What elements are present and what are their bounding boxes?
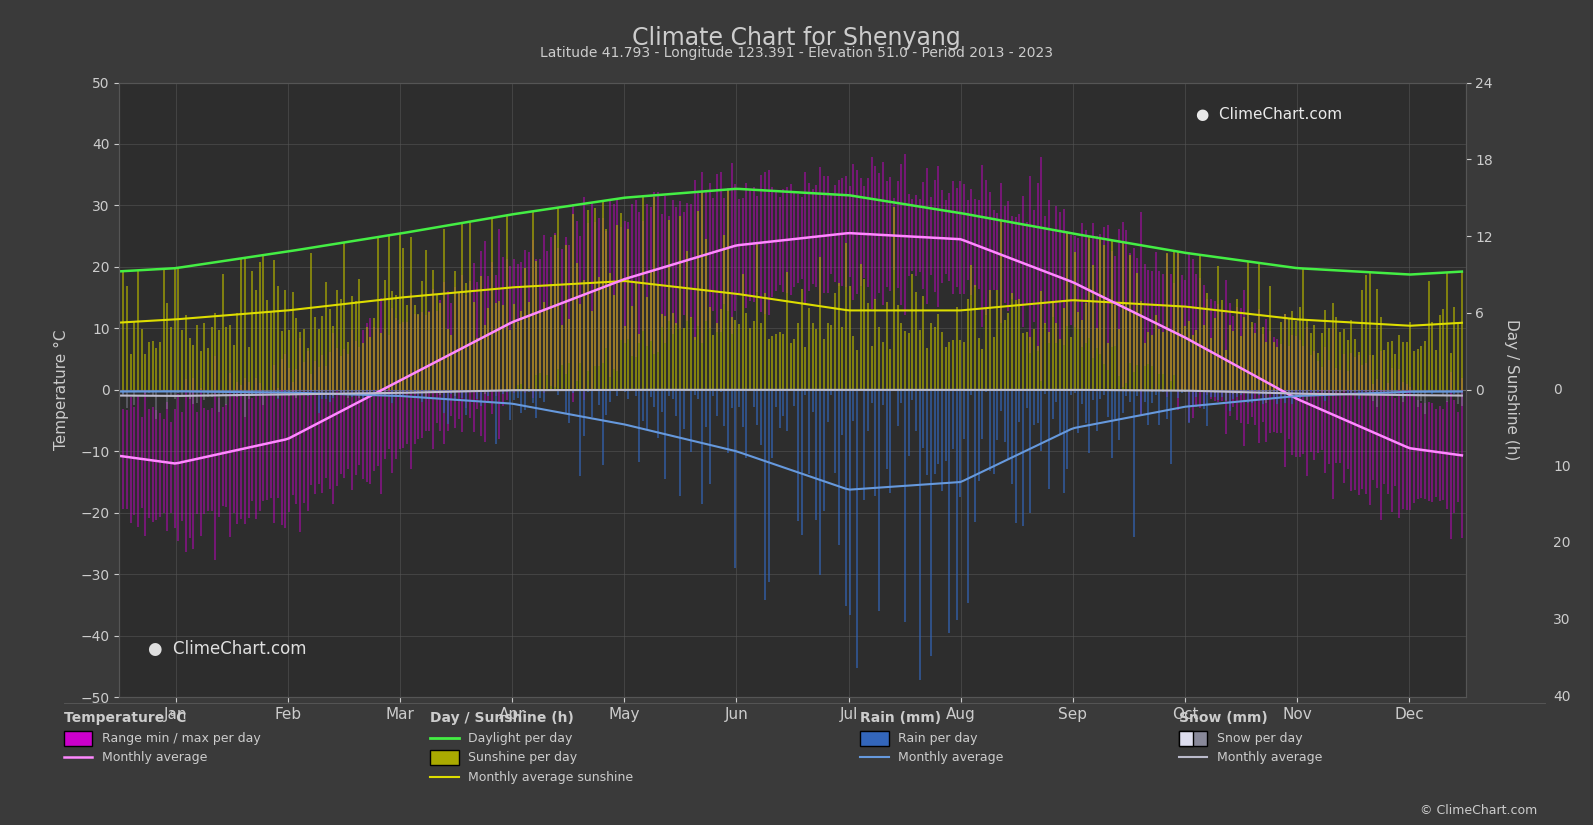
Text: Rain (mm): Rain (mm) [860, 711, 941, 724]
Text: ●  ClimeChart.com: ● ClimeChart.com [1196, 107, 1343, 122]
Text: Monthly average: Monthly average [102, 751, 207, 764]
Text: Latitude 41.793 - Longitude 123.391 - Elevation 51.0 - Period 2013 - 2023: Latitude 41.793 - Longitude 123.391 - El… [540, 46, 1053, 60]
Text: Sunshine per day: Sunshine per day [468, 751, 578, 764]
Y-axis label: Temperature °C: Temperature °C [54, 329, 70, 450]
Text: ●  ClimeChart.com: ● ClimeChart.com [148, 640, 306, 658]
Text: Snow per day: Snow per day [1217, 732, 1303, 745]
Text: Snow (mm): Snow (mm) [1179, 711, 1268, 724]
Text: Climate Chart for Shenyang: Climate Chart for Shenyang [632, 26, 961, 50]
Text: © ClimeChart.com: © ClimeChart.com [1419, 804, 1537, 817]
Text: Monthly average: Monthly average [898, 751, 1004, 764]
Text: 40: 40 [1553, 691, 1571, 704]
Text: Daylight per day: Daylight per day [468, 732, 573, 745]
Text: 20: 20 [1553, 536, 1571, 550]
Text: Monthly average sunshine: Monthly average sunshine [468, 771, 634, 784]
Y-axis label: Day / Sunshine (h): Day / Sunshine (h) [1504, 319, 1520, 460]
Text: 30: 30 [1553, 613, 1571, 627]
Text: Rain per day: Rain per day [898, 732, 978, 745]
Text: Temperature °C: Temperature °C [64, 711, 186, 724]
Text: Range min / max per day: Range min / max per day [102, 732, 261, 745]
Text: Day / Sunshine (h): Day / Sunshine (h) [430, 711, 573, 724]
Text: Monthly average: Monthly average [1217, 751, 1322, 764]
Text: 10: 10 [1553, 460, 1571, 474]
Text: 0: 0 [1553, 383, 1561, 397]
